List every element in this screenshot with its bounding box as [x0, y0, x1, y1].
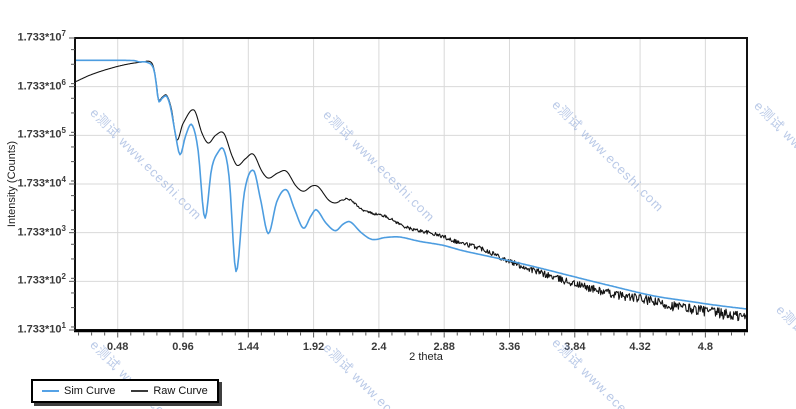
legend-label-sim: Sim Curve: [64, 385, 116, 397]
x-tick-label: 1.92: [302, 341, 325, 353]
x-tick-label: 0.96: [172, 341, 194, 353]
y-tick-label: 1.733*104: [17, 175, 67, 190]
x-tick-label: 0.48: [106, 341, 129, 353]
legend: Sim Curve Raw Curve: [31, 379, 219, 403]
x-tick-label: 1.44: [237, 341, 260, 353]
x-tick-label: 3.36: [498, 341, 521, 353]
y-tick-label: 1.733*101: [17, 321, 67, 336]
y-tick-label: 1.733*107: [17, 29, 67, 44]
raw-curve-swatch: [131, 390, 149, 392]
sim-curve-swatch: [42, 390, 59, 392]
y-tick-label: 1.733*103: [17, 223, 67, 239]
y-tick-label: 1.733*106: [17, 77, 67, 93]
sim-curve-line: [74, 59, 748, 310]
x-tick-label: 3.84: [564, 341, 586, 353]
legend-item-raw: Raw Curve: [131, 385, 208, 397]
legend-item-sim: Sim Curve: [42, 385, 115, 397]
x-tick-label: 4.32: [629, 341, 651, 353]
x-tick-label: 4.8: [697, 341, 714, 353]
x-tick-label: 2.88: [433, 341, 455, 353]
y-tick-label: 1.733*105: [17, 126, 67, 141]
x-tick-label: 2.4: [371, 341, 387, 353]
y-tick-label: 1.733*102: [17, 272, 67, 287]
legend-label-raw: Raw Curve: [153, 385, 208, 397]
raw-curve-line: [74, 60, 747, 322]
y-axis-title: Intensity (Counts): [6, 140, 18, 228]
x-axis-title: 2 theta: [409, 351, 443, 363]
